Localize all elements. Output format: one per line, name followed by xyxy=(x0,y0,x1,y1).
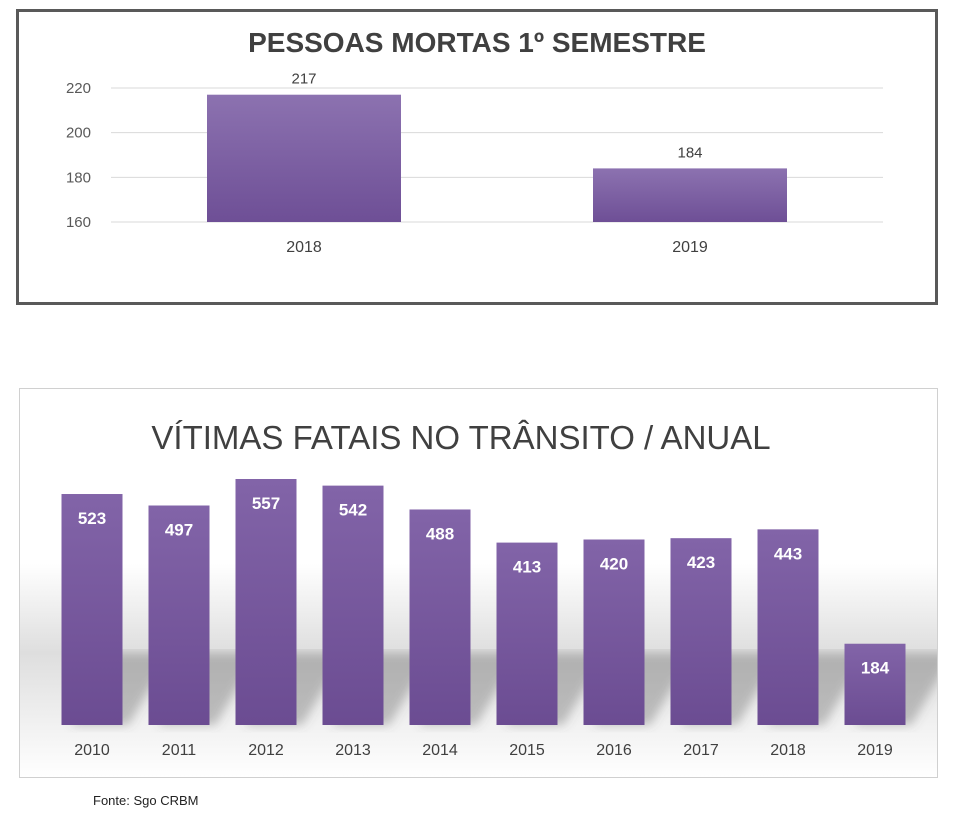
bar-2018 xyxy=(757,529,819,725)
x-tick-label: 2014 xyxy=(422,742,458,759)
x-tick-label: 2018 xyxy=(770,742,806,759)
semester-bar-chart: PESSOAS MORTAS 1º SEMESTRE 160180200220 … xyxy=(66,27,883,256)
data-label: 420 xyxy=(600,555,628,574)
data-label: 443 xyxy=(774,544,802,563)
bar-2019 xyxy=(593,168,787,222)
chart-title: PESSOAS MORTAS 1º SEMESTRE xyxy=(248,27,706,58)
bar-2012 xyxy=(235,479,297,725)
data-label: 497 xyxy=(165,520,193,539)
y-tick-label: 200 xyxy=(66,125,91,142)
data-label: 413 xyxy=(513,558,541,577)
data-label: 184 xyxy=(677,144,702,161)
bar-2019 xyxy=(844,643,906,725)
x-tick-label: 2010 xyxy=(74,742,110,759)
source-note: Fonte: Sgo CRBM xyxy=(93,793,199,808)
x-tick-label: 2017 xyxy=(683,742,719,759)
chart-panel-semester: PESSOAS MORTAS 1º SEMESTRE 160 180 200 220 … xyxy=(16,9,938,305)
bar-2010 xyxy=(61,494,123,725)
data-label: 488 xyxy=(426,524,454,543)
bar-2013 xyxy=(322,485,384,725)
data-label: 542 xyxy=(339,501,367,520)
chart-panel-annual: VÍTIMAS FATAIS NO TRÂNSITO / ANUAL 523 20… xyxy=(19,388,938,778)
x-tick-label: 2011 xyxy=(162,742,197,759)
data-label: 423 xyxy=(687,553,715,572)
x-tick-label: 2016 xyxy=(596,742,632,759)
chart-title: VÍTIMAS FATAIS NO TRÂNSITO / ANUAL xyxy=(151,419,770,456)
x-tick-label: 2018 xyxy=(286,239,322,256)
bar-2017 xyxy=(670,538,732,725)
x-tick-label: 2019 xyxy=(672,239,708,256)
bar-2018 xyxy=(207,94,401,222)
bar-2014 xyxy=(409,509,471,725)
bar-2015 xyxy=(496,542,558,725)
y-tick-label: 180 xyxy=(66,169,91,186)
data-label: 184 xyxy=(861,659,890,678)
data-label: 523 xyxy=(78,509,106,528)
x-tick-label: 2019 xyxy=(857,742,893,759)
annual-bar-chart: VÍTIMAS FATAIS NO TRÂNSITO / ANUAL 523 20… xyxy=(61,419,937,759)
data-label: 557 xyxy=(252,494,280,513)
x-tick-label: 2012 xyxy=(248,742,284,759)
y-tick-label: 220 xyxy=(66,80,91,97)
y-tick-label: 160 xyxy=(66,214,91,231)
data-label: 217 xyxy=(291,71,316,88)
x-tick-label: 2013 xyxy=(335,742,371,759)
bar-2016 xyxy=(583,539,645,725)
x-tick-label: 2015 xyxy=(509,742,545,759)
bar-2011 xyxy=(148,505,210,725)
